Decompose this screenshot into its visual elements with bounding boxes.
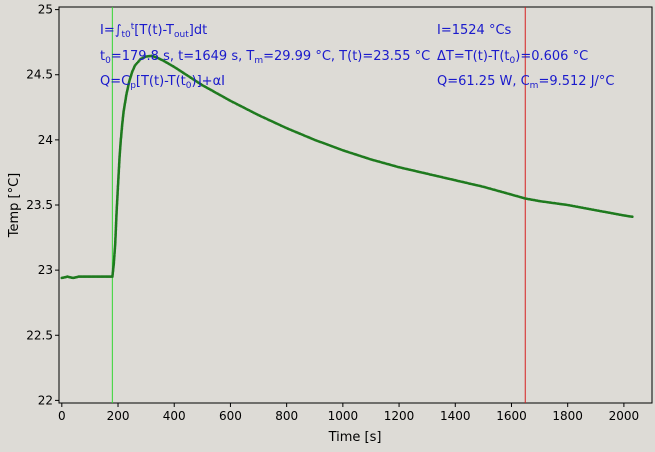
y-axis-label: Temp [°C] (7, 173, 22, 239)
y-tick-label: 24 (38, 133, 53, 147)
plot-layer: 0 200 400 600 800 1000 1200 1400 1600 1800 2000 22… (26, 3, 653, 423)
annotation-power-capacity: Q=61.25 W, Cm=9.512 J/°C (437, 74, 615, 91)
vertical-marker-lines (111, 7, 526, 403)
y-tick-label: 24.5 (26, 68, 53, 82)
data-point (631, 215, 634, 218)
annotation-times-temps: t0=179.8 s, t=1649 s, Tm=29.99 °C, T(t)=… (100, 49, 430, 66)
annotation-integral: I=∫t0t[T(t)-Tout]dt (100, 22, 207, 40)
y-tick-label: 23.5 (26, 198, 53, 212)
annotation-heat-formula: Q=Cp[T(t)-T(t0)]+αI (100, 74, 225, 91)
y-tick-label: 22 (38, 393, 53, 407)
y-tick-label: 23 (38, 263, 53, 277)
x-tick-label: 1800 (552, 409, 583, 423)
x-tick-label: 2000 (609, 409, 640, 423)
x-tick-label: 1000 (328, 409, 359, 423)
x-axis-ticks: 0 200 400 600 800 1000 1200 1400 1600 1800 2000 (58, 403, 639, 423)
x-tick-label: 800 (275, 409, 298, 423)
y-tick-label: 22.5 (26, 328, 53, 342)
annotation-delta-t: ΔT=T(t)-T(t0)=0.606 °C (437, 49, 588, 66)
x-tick-label: 600 (219, 409, 242, 423)
x-tick-label: 400 (163, 409, 186, 423)
annotations: I=∫t0t[T(t)-Tout]dt t0=179.8 s, t=1649 s… (100, 22, 615, 91)
x-tick-label: 1200 (384, 409, 415, 423)
x-tick-label: 1600 (496, 409, 527, 423)
x-tick-label: 200 (107, 409, 130, 423)
x-axis-label: Time [s] (328, 430, 382, 445)
x-tick-label: 0 (58, 409, 66, 423)
x-tick-label: 1400 (440, 409, 471, 423)
y-axis-ticks: 22 22.5 23 23.5 24 24.5 25 (26, 3, 59, 407)
annotation-integral-value: I=1524 °Cs (437, 23, 512, 38)
data-points (60, 54, 634, 280)
y-tick-label: 25 (38, 3, 53, 17)
